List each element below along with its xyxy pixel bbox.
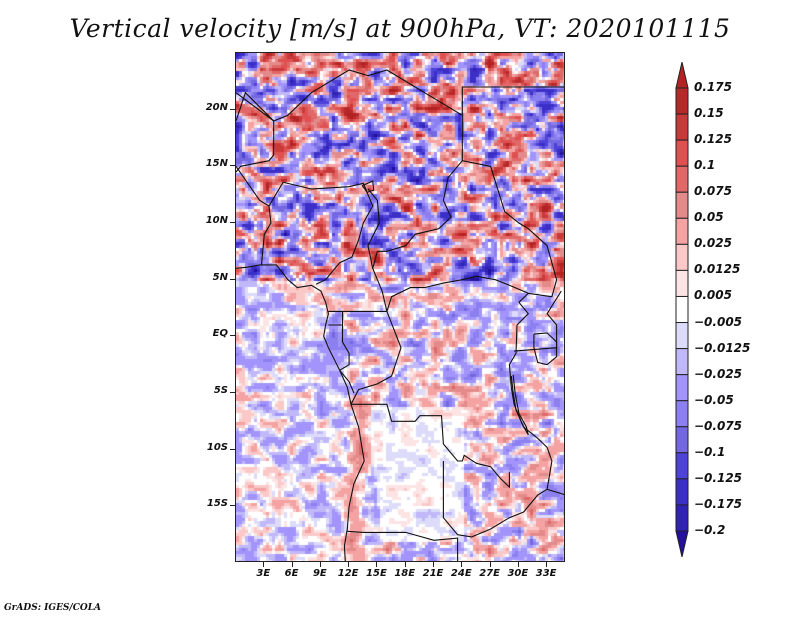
colorbar-swatch <box>675 504 689 532</box>
colorbar-level-label: −0.125 <box>694 470 743 485</box>
colorbar-swatch <box>675 217 689 245</box>
y-tick <box>230 392 235 393</box>
colorbar-level-label: −0.2 <box>694 523 726 537</box>
colorbar-swatch <box>675 87 689 115</box>
colorbar-swatch <box>675 452 689 480</box>
y-tick-label: 15S <box>206 498 228 510</box>
x-tick <box>263 562 265 567</box>
x-tick-label: 21E <box>422 568 444 579</box>
country-borders <box>236 69 564 561</box>
colorbar-swatch <box>675 322 689 350</box>
y-tick <box>230 448 235 450</box>
colorbar-swatch <box>675 165 689 193</box>
colorbar-swatch <box>675 426 689 454</box>
y-tick <box>230 222 235 223</box>
colorbar-level-label: 0.005 <box>694 288 732 303</box>
colorbar-level-label: 0.0125 <box>694 262 741 277</box>
y-tick-label: 20N <box>205 101 228 113</box>
colorbar-extend-min <box>675 530 689 557</box>
border-benin <box>236 165 272 265</box>
grads-credit: GrADS: IGES/COLA <box>4 603 102 613</box>
colorbar-level-label: 0.05 <box>694 210 724 225</box>
border-nigeria <box>268 181 374 285</box>
border-cameroon <box>328 188 388 312</box>
chart-title: Vertical velocity [m/s] at 900hPa, VT: 2… <box>69 14 731 43</box>
y-tick-label: 10S <box>206 441 228 453</box>
border-angola-zambia <box>442 461 564 538</box>
colorbar <box>675 62 689 557</box>
x-tick <box>546 562 548 567</box>
border-car-drc <box>386 275 529 312</box>
border-mali-niger <box>236 91 275 173</box>
colorbar-swatch <box>675 113 689 141</box>
colorbar-level-label: 0.075 <box>694 184 732 199</box>
colorbar-level-label: 0.025 <box>694 236 732 251</box>
x-tick-label: 18E <box>394 568 416 579</box>
y-tick-label: 10N <box>205 215 228 226</box>
x-tick-label: 9E <box>312 568 327 579</box>
border-niger-chad <box>236 69 463 269</box>
border-uganda-kenya <box>514 290 562 352</box>
x-tick <box>517 562 519 567</box>
colorbar-level-label: 0.15 <box>694 106 724 121</box>
x-tick-label: 30E <box>507 568 529 579</box>
x-tick-label: 27E <box>479 568 500 579</box>
y-tick-label: 15N <box>205 158 228 170</box>
colorbar-level-label: 0.1 <box>694 158 716 173</box>
y-tick <box>230 335 235 337</box>
y-tick-label: 5N <box>212 271 228 283</box>
coastline <box>236 264 365 561</box>
border-gabon-congo <box>328 311 355 394</box>
y-tick <box>230 108 235 110</box>
colorbar-level-label: −0.025 <box>694 366 743 381</box>
colorbar-level-label: 0.175 <box>694 80 732 94</box>
border-angola-namibia <box>347 530 459 561</box>
x-tick-label: 15E <box>366 568 387 579</box>
colorbar-level-label: −0.075 <box>694 418 743 433</box>
x-tick <box>319 562 321 567</box>
colorbar-swatch <box>675 400 689 428</box>
y-tick <box>230 278 235 280</box>
lake-tanganyika <box>510 374 529 436</box>
colorbar-swatch <box>675 139 689 167</box>
colorbar-swatch <box>675 478 689 506</box>
colorbar-extend-max <box>675 62 689 89</box>
y-tick <box>230 505 235 507</box>
x-tick <box>433 562 434 567</box>
x-tick-label: 6E <box>284 568 299 579</box>
border-angola-drc-zambia <box>351 403 510 489</box>
x-tick-label: 3E <box>256 568 271 579</box>
colorbar-level-label: −0.1 <box>694 444 726 459</box>
colorbar-swatch <box>675 243 689 271</box>
lake-chad <box>361 180 375 194</box>
x-tick <box>348 562 350 567</box>
y-tick <box>230 165 235 167</box>
x-tick <box>376 562 378 567</box>
colorbar-swatch <box>675 348 689 376</box>
y-tick-label: EQ <box>212 328 228 340</box>
colorbar-swatch <box>675 191 689 219</box>
colorbar-swatch <box>675 295 689 324</box>
colorbar-swatch <box>675 269 689 297</box>
colorbar-level-label: −0.005 <box>694 314 743 329</box>
colorbar-swatch <box>675 374 689 402</box>
x-tick <box>291 562 293 567</box>
lake-victoria <box>533 332 558 366</box>
colorbar-level-label: −0.05 <box>694 392 734 407</box>
x-tick-label: 24E <box>450 568 472 579</box>
x-tick <box>461 562 463 567</box>
colorbar-level-label: −0.0125 <box>694 340 751 355</box>
border-east <box>462 160 558 490</box>
x-tick <box>489 562 491 567</box>
x-tick-label: 12E <box>337 568 359 579</box>
border-sudan-egypt <box>461 86 564 116</box>
x-tick <box>404 562 406 567</box>
colorbar-level-label: −0.175 <box>694 496 743 511</box>
x-tick-label: 33E <box>535 568 557 579</box>
colorbar-level-label: 0.125 <box>694 132 732 147</box>
border-congo-drc <box>350 311 402 405</box>
y-tick-label: 5S <box>213 385 228 396</box>
map-panel <box>235 52 565 562</box>
